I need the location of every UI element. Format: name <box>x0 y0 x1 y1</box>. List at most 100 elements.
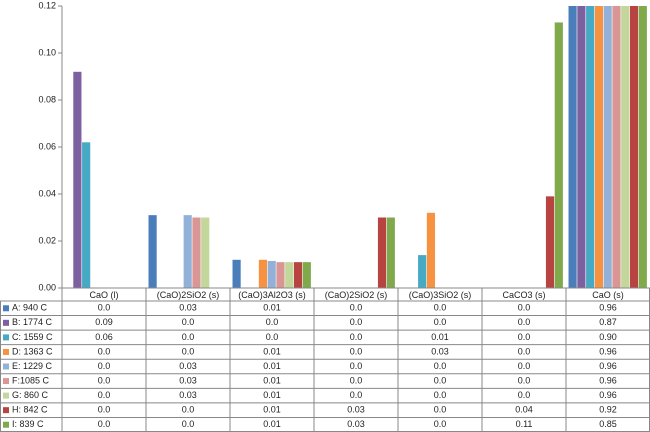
table-cell: 0.96 <box>599 346 617 356</box>
table-cell: 0.03 <box>179 303 197 313</box>
legend-label: F:1085 C <box>12 375 50 385</box>
x-tick-label: (CaO)3Al2O3 (s) <box>238 290 306 300</box>
table-cell: 0.03 <box>431 346 449 356</box>
table-cell: 0.0 <box>182 346 195 356</box>
table-cell: 0.0 <box>182 419 195 429</box>
legend-swatch <box>3 363 9 370</box>
legend-label: D: 1363 C <box>12 346 53 356</box>
table-cell: 0.01 <box>431 332 449 342</box>
table-cell: 0.96 <box>599 390 617 400</box>
table-cell: 0.03 <box>179 390 197 400</box>
table-cell: 0.0 <box>182 332 195 342</box>
table-cell: 0.0 <box>434 317 447 327</box>
table-cell: 0.0 <box>266 317 279 327</box>
table-cell: 0.92 <box>599 405 617 415</box>
legend-swatch <box>3 319 9 326</box>
table-cell: 0.11 <box>516 419 533 429</box>
y-tick-label: 0.06 <box>38 141 56 151</box>
table-cell: 0.01 <box>263 375 281 385</box>
x-tick-label: CaCO3 (s) <box>502 290 545 300</box>
legend-swatch <box>3 378 9 385</box>
bar <box>426 212 436 288</box>
table-cell: 0.0 <box>350 332 363 342</box>
table-cell: 0.0 <box>434 390 447 400</box>
table-cell: 0.0 <box>266 332 279 342</box>
bar <box>594 6 604 288</box>
bar <box>629 6 639 288</box>
legend-swatch <box>3 407 9 414</box>
table-cell: 0.0 <box>434 361 447 371</box>
table-cell: 0.03 <box>347 419 365 429</box>
bar <box>232 259 241 288</box>
table-cell: 0.0 <box>182 317 195 327</box>
y-tick-label: 0.12 <box>38 0 56 10</box>
table-cell: 0.0 <box>350 346 363 356</box>
bar <box>293 262 303 288</box>
table-cell: 0.03 <box>179 361 197 371</box>
table-cell: 0.0 <box>518 375 531 385</box>
x-tick-label: CaO (s) <box>592 290 624 300</box>
legend-label: E: 1229 C <box>12 361 53 371</box>
bar <box>612 6 621 288</box>
table-cell: 0.0 <box>434 375 447 385</box>
y-tick-label: 0.10 <box>38 47 56 57</box>
table-cell: 0.0 <box>518 361 531 371</box>
table-cell: 0.87 <box>599 317 617 327</box>
bar <box>545 196 555 288</box>
table-cell: 0.90 <box>599 332 617 342</box>
table-cell: 0.04 <box>515 405 533 415</box>
x-tick-label: (CaO)3SiO2 (s) <box>409 290 472 300</box>
table-cell: 0.0 <box>518 346 531 356</box>
table-cell: 0.03 <box>347 405 365 415</box>
bar <box>577 6 586 288</box>
table-cell: 0.01 <box>263 346 281 356</box>
bar <box>638 6 647 288</box>
legend-label: I: 839 C <box>12 419 44 429</box>
bar <box>586 6 595 288</box>
bar <box>267 260 276 288</box>
y-tick-label: 0.02 <box>38 235 56 245</box>
table-cell: 0.0 <box>350 390 363 400</box>
table-cell: 0.03 <box>179 375 197 385</box>
table-cell: 0.01 <box>263 405 281 415</box>
table-cell: 0.01 <box>263 419 281 429</box>
table-cell: 0.0 <box>518 332 531 342</box>
y-tick-label: 0.04 <box>38 188 56 198</box>
bar <box>183 215 192 288</box>
table-cell: 0.96 <box>599 303 617 313</box>
bar <box>258 259 268 288</box>
x-tick-label: (CaO)2SiO2 (s) <box>325 290 388 300</box>
table-cell: 0.0 <box>98 419 111 429</box>
legend-label: A: 940 C <box>12 303 48 313</box>
table-cell: 0.0 <box>98 405 111 415</box>
table-cell: 0.0 <box>98 303 111 313</box>
bar <box>418 255 427 288</box>
bar <box>302 262 311 288</box>
legend-swatch <box>3 421 9 428</box>
bar <box>148 215 157 288</box>
table-cell: 0.01 <box>263 361 281 371</box>
legend-label: B: 1774 C <box>12 317 53 327</box>
plot-area <box>73 6 647 288</box>
bar <box>621 6 630 288</box>
table-cell: 0.0 <box>434 303 447 313</box>
table-cell: 0.0 <box>350 317 363 327</box>
table-cell: 0.0 <box>518 390 531 400</box>
table-cell: 0.01 <box>263 390 281 400</box>
table-cell: 0.0 <box>350 361 363 371</box>
table-cell: 0.85 <box>599 419 617 429</box>
y-tick-label: 0.00 <box>38 282 56 292</box>
legend-label: H: 842 C <box>12 405 48 415</box>
legend-label: G: 860 C <box>12 390 49 400</box>
bar <box>276 262 285 288</box>
legend-label: C: 1559 C <box>12 332 53 342</box>
legend-swatch <box>3 392 9 399</box>
x-tick-label: CaO (l) <box>90 290 119 300</box>
table-cell: 0.0 <box>98 390 111 400</box>
table-cell: 0.0 <box>98 361 111 371</box>
bar <box>82 142 91 288</box>
table-cell: 0.0 <box>350 303 363 313</box>
bar <box>201 217 210 288</box>
